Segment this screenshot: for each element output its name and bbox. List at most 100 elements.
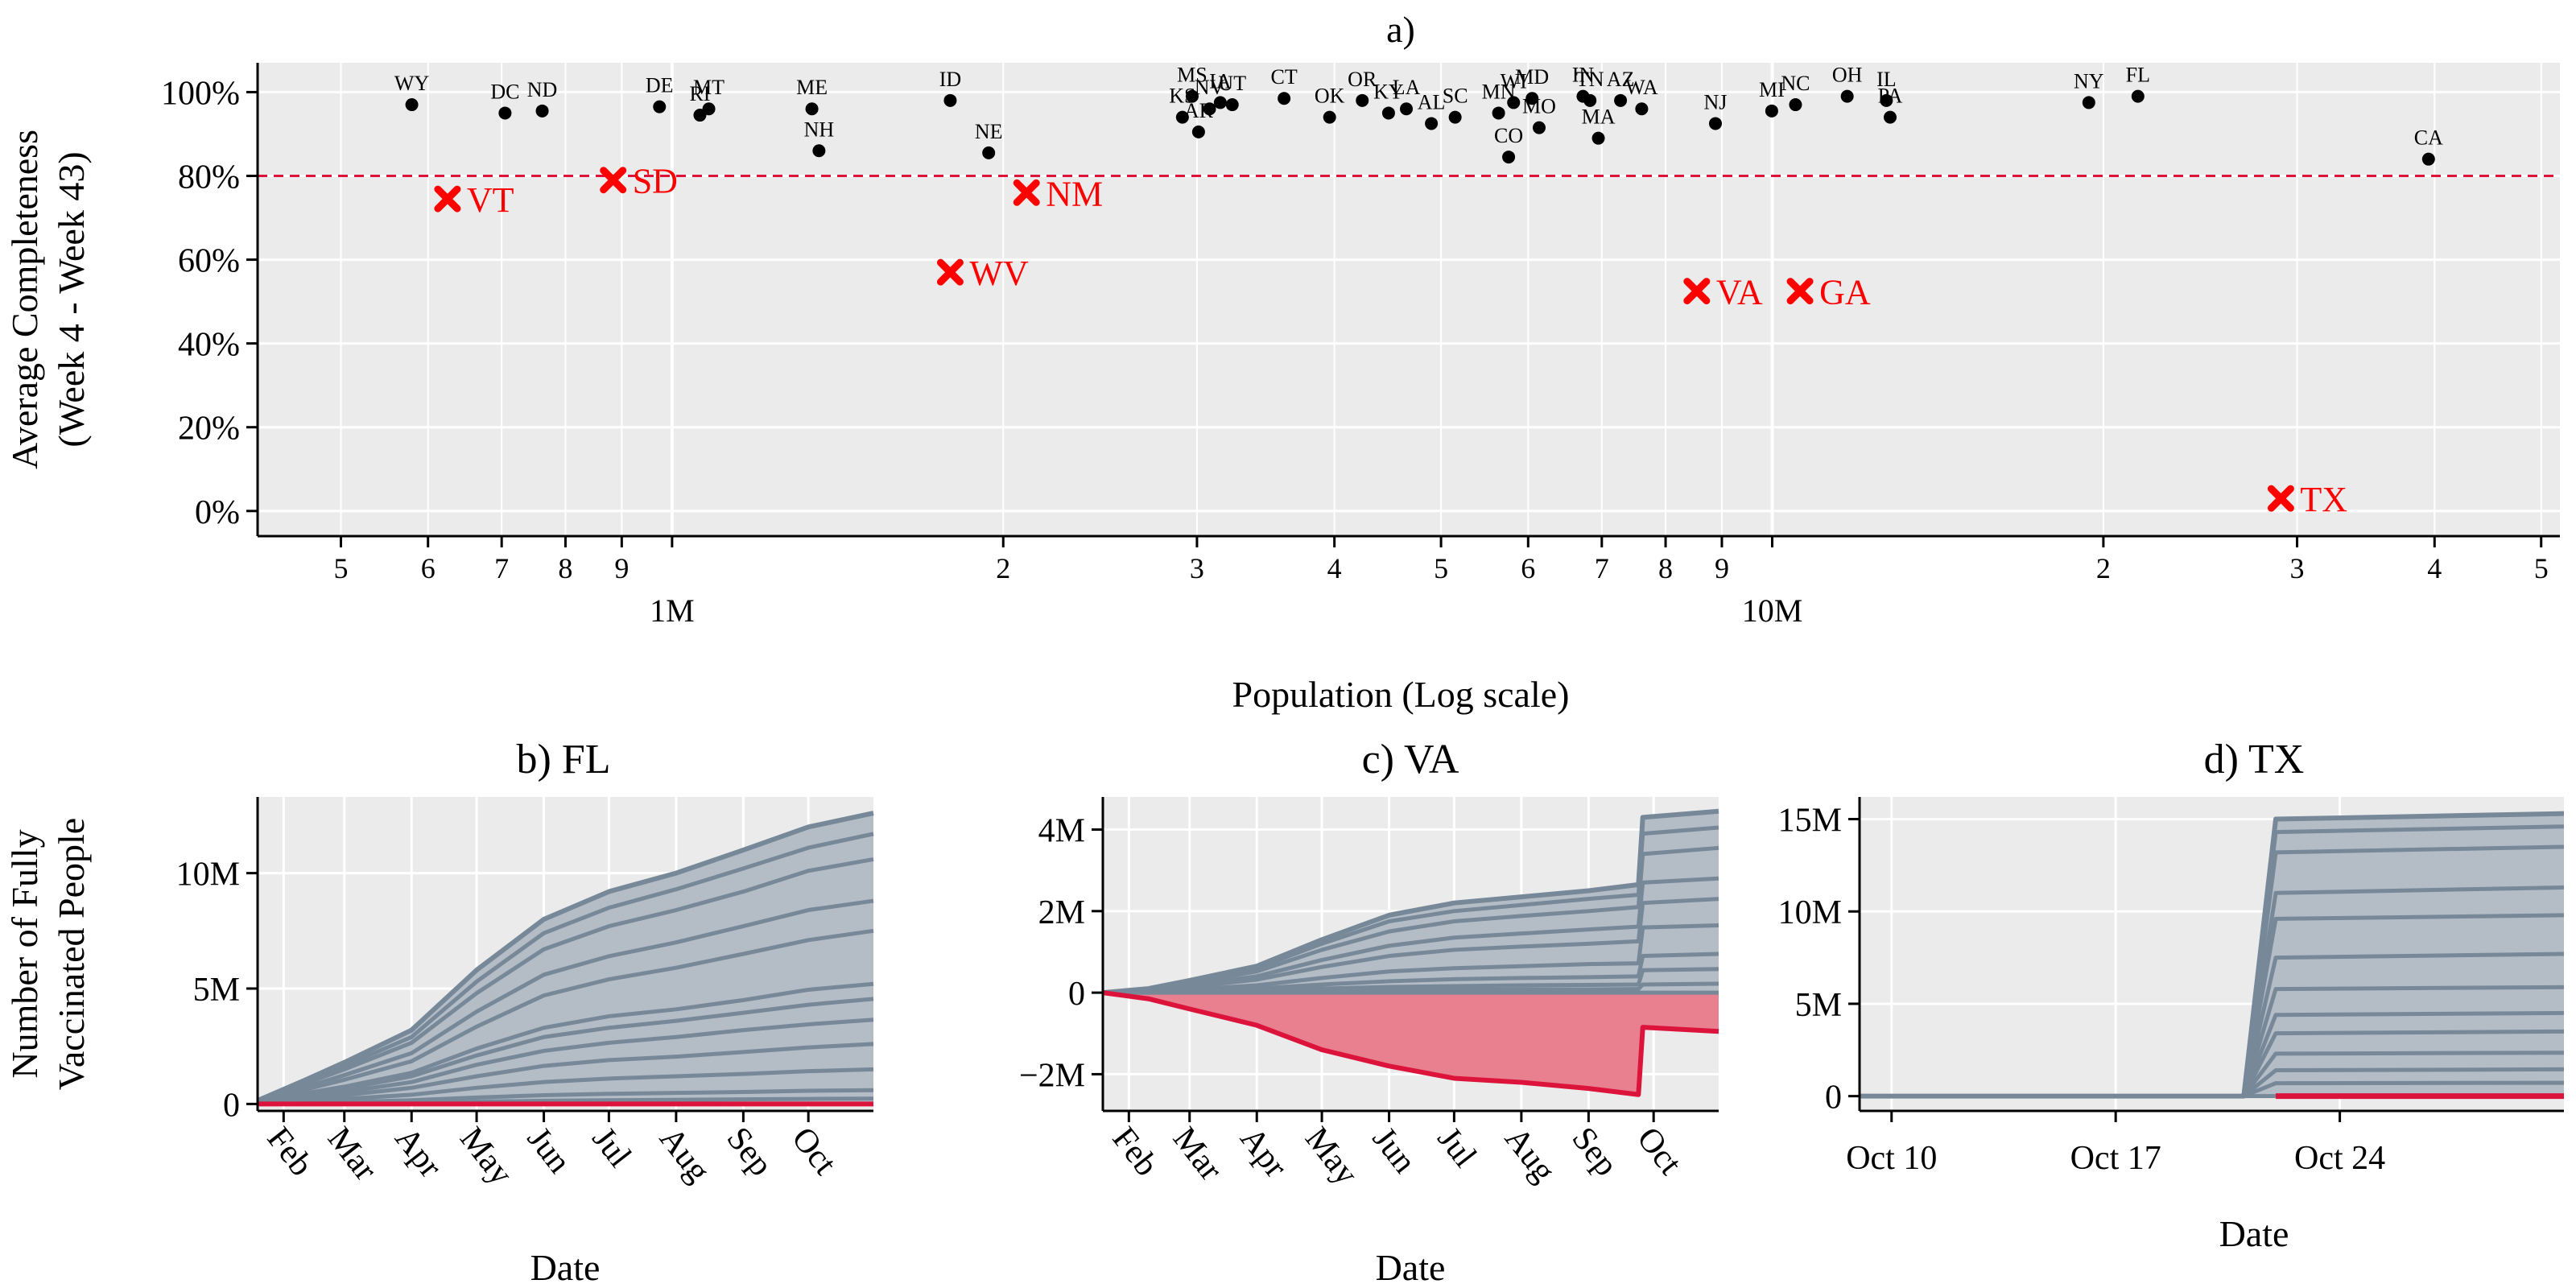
point-mo (1533, 121, 1546, 134)
panel-a-xtick-label: 2 (996, 552, 1010, 584)
panel-b-series-line (257, 898, 874, 1104)
flagged-marker-stroke (434, 185, 461, 213)
point-label-md: MD (1515, 65, 1549, 89)
panel-b-xtick-label: May (452, 1121, 520, 1192)
panel-a-ytick-label: 40% (178, 327, 240, 364)
panel-b-series-line (257, 857, 874, 1104)
panel-a-title: a) (1386, 9, 1415, 50)
panel-b-ylabel-line1: Number of Fully (4, 829, 45, 1078)
point-ca (2421, 152, 2435, 166)
panel-a-xtick-label-major: 10M (1742, 592, 1803, 629)
panel-a-xtick-label: 4 (1327, 552, 1342, 584)
flagged-marker-va (1683, 278, 1711, 305)
point-label-oh: OH (1832, 64, 1863, 87)
panel-a-xtick-label: 4 (2427, 552, 2442, 584)
point-dc (498, 106, 512, 120)
panel-a-xtick-label: 3 (1190, 552, 1204, 584)
point-md (1525, 92, 1539, 105)
panel-c-xtick-label: Oct (1629, 1121, 1689, 1182)
point-label-al: AL (1418, 90, 1446, 114)
point-label-ky: KY (1373, 80, 1404, 103)
panel-a-xtick-label: 3 (2290, 552, 2305, 584)
panel-a-xtick-label: 9 (1715, 552, 1729, 584)
panel-d-ytick-label: 5M (1795, 987, 1842, 1024)
panel-c: c) VA −2M 0 2M 4M Feb Mar Apr May Jun Jul Aug Sep Oc… (1019, 737, 1719, 1288)
panel-b-series-line (257, 832, 874, 1103)
panel-a-grid (258, 63, 2560, 536)
panel-c-ytick-label: 4M (1038, 813, 1085, 850)
panel-a-xtick-label: 7 (494, 552, 509, 584)
panel-a: a) 0% 20% 40% 60% 80% 100% 5 6 7 8 9 2 3 4 5 6 7 8 9 2 3 4 5 1M… (4, 9, 2560, 715)
point-label-tn: TN (1576, 68, 1604, 91)
point-nh (812, 144, 826, 158)
point-wi (1507, 96, 1521, 109)
point-wy (405, 98, 419, 112)
point-ia (1213, 96, 1227, 109)
point-me (805, 102, 819, 116)
flagged-label-nm: NM (1046, 174, 1103, 213)
point-label-nh: NH (804, 118, 835, 141)
panel-d-ytick-label: 10M (1778, 894, 1842, 931)
point-tn (1583, 93, 1597, 107)
flagged-marker-stroke (2267, 485, 2294, 512)
panel-b-xtick-label: Mar (320, 1121, 384, 1187)
panel-a-xtick-label: 9 (614, 552, 629, 584)
point-label-nv: NV (1195, 76, 1225, 99)
panel-b-series-line (257, 928, 874, 1104)
point-al (1425, 117, 1439, 130)
point-ks (1175, 110, 1189, 124)
panel-c-ytick-label: −2M (1019, 1057, 1085, 1094)
panel-a-xtick-label: 5 (2534, 552, 2549, 584)
panel-a-ylabel-line2: (Week 4 - Week 43) (51, 151, 92, 447)
point-label-nd: ND (527, 78, 558, 101)
panel-b-xlabel: Date (530, 1247, 601, 1288)
point-pa (1884, 110, 1897, 124)
panel-a-ytick-label: 0% (195, 494, 240, 531)
panel-c-negative-fill (1103, 993, 1719, 1095)
panel-a-xtick-label-major: 1M (650, 592, 695, 629)
point-ma (1591, 131, 1605, 145)
point-ct (1278, 92, 1291, 105)
point-label-la: LA (1393, 76, 1421, 99)
point-wa (1635, 102, 1649, 116)
flagged-label-va: VA (1716, 273, 1763, 312)
panel-b-xtick-label: Apr (387, 1121, 448, 1185)
point-label-ia: IA (1209, 69, 1232, 93)
flagged-marker-ga (1786, 278, 1814, 305)
panel-b-series-line (256, 811, 874, 1103)
point-ms (1185, 89, 1199, 103)
panel-b-ytick-label: 5M (193, 972, 240, 1009)
panel-d-xtick-label: Oct 17 (2070, 1140, 2161, 1177)
panel-c-xtick-label: Apr (1232, 1121, 1294, 1185)
panel-b-series-line (257, 1042, 874, 1106)
panel-b-series-line (257, 1067, 874, 1106)
point-mn (1492, 106, 1505, 120)
point-label-pa: PA (1878, 85, 1903, 108)
point-nv (1203, 102, 1216, 116)
panel-a-ytick-label: 60% (178, 243, 240, 280)
point-nc (1789, 98, 1802, 112)
point-label-nj: NJ (1704, 90, 1728, 114)
point-fl (2131, 89, 2145, 103)
panel-a-ytick-label: 20% (178, 411, 240, 448)
point-ne (982, 146, 996, 159)
point-label-fl: FL (2126, 64, 2150, 87)
point-label-dc: DC (490, 80, 519, 103)
panel-b-xtick-label: Jun (520, 1121, 578, 1180)
point-or (1356, 93, 1369, 107)
point-label-il: IL (1876, 68, 1897, 91)
point-label-co: CO (1494, 124, 1523, 147)
panel-a-xtick-label: 5 (1434, 552, 1448, 584)
panel-b-xtick-label: Feb (259, 1121, 320, 1183)
point-label-ri: RI (689, 82, 710, 105)
point-la (1400, 102, 1414, 116)
flagged-marker-wv (936, 258, 964, 286)
flagged-marker-stroke (600, 167, 627, 194)
panel-c-series-line (1102, 897, 1719, 995)
panel-c-ytick-label: 2M (1038, 894, 1085, 931)
point-label-mi: MI (1759, 78, 1785, 101)
point-id (943, 93, 957, 107)
panel-d-plot: 0 5M 10M 15M Oct 10 Oct 17 Oct 24 (1778, 797, 2565, 1177)
panel-d-band-fill (1860, 813, 2564, 1096)
point-label-ms: MS (1177, 64, 1208, 87)
